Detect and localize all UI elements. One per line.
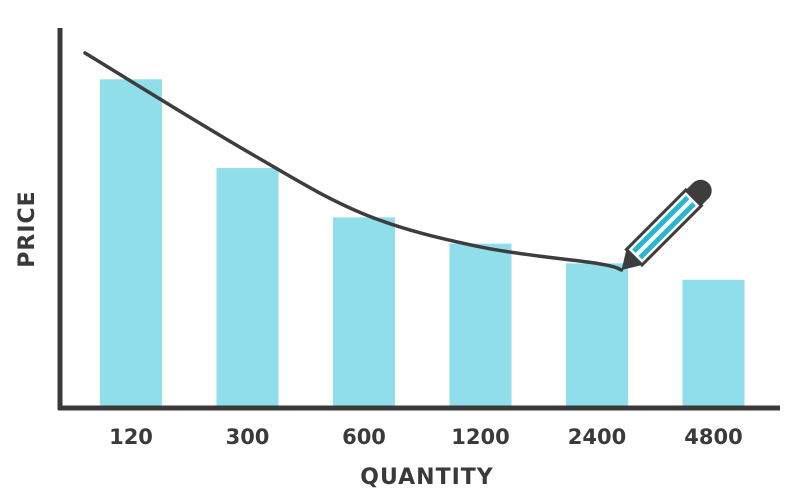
x-tick-label: 1200 <box>451 425 509 449</box>
x-axis-label: QUANTITY <box>360 465 494 490</box>
bar <box>333 217 395 408</box>
bar <box>682 279 745 408</box>
x-tick-label: 2400 <box>568 425 626 449</box>
bar <box>216 168 279 408</box>
trend-curve <box>83 51 624 272</box>
bar <box>566 263 628 408</box>
pencil-icon <box>621 179 712 270</box>
bar <box>100 79 162 408</box>
bar-series <box>100 79 745 408</box>
y-axis-label: PRICE <box>15 190 40 267</box>
x-tick-labels: 120 300 600 1200 2400 4800 <box>109 425 743 449</box>
x-tick-label: 300 <box>226 425 270 449</box>
x-tick-label: 120 <box>109 425 153 449</box>
bar <box>449 243 512 408</box>
x-tick-label: 600 <box>342 425 386 449</box>
x-tick-label: 4800 <box>684 425 742 449</box>
pencil-body <box>621 179 712 270</box>
